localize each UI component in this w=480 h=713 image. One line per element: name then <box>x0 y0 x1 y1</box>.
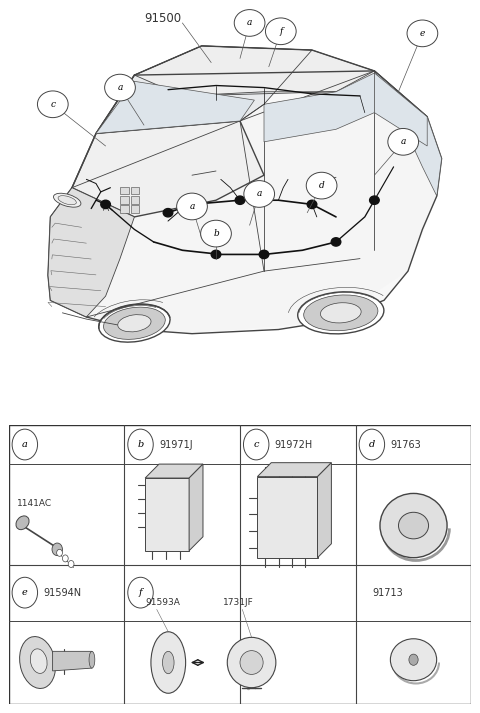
Circle shape <box>105 74 135 101</box>
Text: a: a <box>189 202 195 211</box>
Ellipse shape <box>163 652 174 674</box>
Text: e: e <box>22 588 28 597</box>
Bar <box>131 187 139 195</box>
Polygon shape <box>257 463 331 477</box>
Polygon shape <box>53 652 92 671</box>
Circle shape <box>244 180 275 207</box>
Bar <box>131 205 139 212</box>
Polygon shape <box>374 73 427 146</box>
Circle shape <box>12 578 37 608</box>
Circle shape <box>128 578 153 608</box>
Circle shape <box>370 196 379 205</box>
Ellipse shape <box>118 314 151 332</box>
Text: 91593A: 91593A <box>145 598 180 607</box>
Circle shape <box>101 200 110 208</box>
Circle shape <box>359 429 384 460</box>
Ellipse shape <box>398 512 429 539</box>
Circle shape <box>409 654 418 665</box>
Ellipse shape <box>99 304 170 342</box>
Polygon shape <box>48 46 442 334</box>
Bar <box>120 187 129 195</box>
Ellipse shape <box>53 193 81 207</box>
Text: 91500: 91500 <box>144 12 182 25</box>
Text: d: d <box>319 181 324 190</box>
Circle shape <box>388 128 419 155</box>
Text: a: a <box>256 190 262 198</box>
Polygon shape <box>96 46 312 133</box>
Circle shape <box>62 555 68 562</box>
Circle shape <box>407 20 438 47</box>
Text: f: f <box>279 27 283 36</box>
Text: b: b <box>213 229 219 238</box>
Circle shape <box>234 9 265 36</box>
Circle shape <box>201 220 231 247</box>
Polygon shape <box>72 121 264 217</box>
Bar <box>120 205 129 212</box>
Circle shape <box>37 91 68 118</box>
Ellipse shape <box>298 292 384 334</box>
Circle shape <box>177 193 207 220</box>
Circle shape <box>235 196 245 205</box>
Text: b: b <box>137 440 144 449</box>
Text: a: a <box>400 138 406 146</box>
Ellipse shape <box>321 303 361 323</box>
Text: 1731JF: 1731JF <box>223 598 253 607</box>
Polygon shape <box>189 464 203 550</box>
Circle shape <box>331 237 341 246</box>
Text: 91971J: 91971J <box>159 439 192 449</box>
Polygon shape <box>374 71 442 196</box>
Ellipse shape <box>240 651 263 674</box>
Polygon shape <box>48 71 437 334</box>
Ellipse shape <box>380 493 447 558</box>
Text: 91713: 91713 <box>372 588 403 597</box>
Text: a: a <box>117 83 123 92</box>
Ellipse shape <box>151 632 186 693</box>
Ellipse shape <box>304 295 378 331</box>
Circle shape <box>211 250 221 259</box>
Text: a: a <box>22 440 28 449</box>
Circle shape <box>52 543 62 555</box>
Bar <box>120 196 129 203</box>
Ellipse shape <box>58 195 76 205</box>
Text: 91972H: 91972H <box>275 439 313 449</box>
Text: a: a <box>247 19 252 27</box>
Circle shape <box>128 429 153 460</box>
Text: f: f <box>139 588 143 597</box>
Circle shape <box>265 18 296 45</box>
Circle shape <box>259 250 269 259</box>
Text: c: c <box>50 100 55 109</box>
Text: d: d <box>369 440 375 449</box>
Ellipse shape <box>227 637 276 687</box>
Polygon shape <box>96 81 254 133</box>
Text: 91763: 91763 <box>390 439 421 449</box>
Ellipse shape <box>20 637 56 689</box>
Polygon shape <box>134 46 374 96</box>
Ellipse shape <box>16 516 29 530</box>
Circle shape <box>306 173 337 199</box>
Text: c: c <box>253 440 259 449</box>
Text: 1141AC: 1141AC <box>17 498 52 508</box>
Bar <box>131 196 139 203</box>
Circle shape <box>68 560 74 568</box>
Ellipse shape <box>390 639 437 681</box>
Text: 91594N: 91594N <box>43 588 82 597</box>
Circle shape <box>163 208 173 217</box>
Polygon shape <box>145 464 203 478</box>
Bar <box>257 477 317 558</box>
Circle shape <box>57 549 62 556</box>
Bar <box>145 478 189 550</box>
Circle shape <box>307 200 317 208</box>
Ellipse shape <box>104 307 165 339</box>
Circle shape <box>12 429 37 460</box>
Ellipse shape <box>30 649 47 673</box>
Polygon shape <box>264 73 374 142</box>
Polygon shape <box>48 188 134 317</box>
Text: e: e <box>420 29 425 38</box>
Polygon shape <box>317 463 331 558</box>
Ellipse shape <box>89 652 95 668</box>
Circle shape <box>243 429 269 460</box>
